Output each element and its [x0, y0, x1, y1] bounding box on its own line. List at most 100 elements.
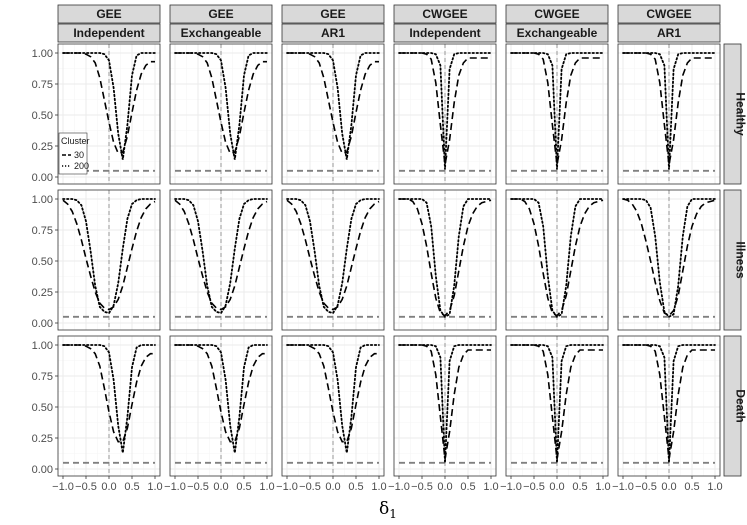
x-tick-label: 1.0: [147, 481, 162, 493]
legend-label: 200: [74, 161, 89, 171]
panel-border: [169, 189, 273, 331]
x-axis: −1.0 −0.5 0.0 0.5 1.0 −1.0 −0.5 0.0 0.5 1.0 −1.0 −0…: [52, 476, 723, 493]
y-tick-label: 0.25: [32, 433, 53, 445]
panel: [281, 43, 385, 185]
series-line-200: [174, 52, 268, 160]
panel-border: [281, 189, 385, 331]
method-label: CWGEE: [534, 7, 579, 21]
panel-border: [281, 43, 385, 185]
y-tick-label: 0.00: [32, 318, 53, 330]
panel-border: [617, 189, 721, 331]
series-line-200: [62, 344, 156, 454]
y-tick-label: 0.50: [32, 256, 53, 268]
structure-label: AR1: [657, 26, 681, 40]
method-strip: [169, 4, 273, 24]
method-label: GEE: [208, 7, 233, 21]
panel: [169, 189, 273, 331]
panel-border: [505, 189, 609, 331]
panel-border: [393, 43, 497, 185]
panel: [393, 43, 497, 185]
row-label: Illness: [734, 241, 747, 279]
y-tick-label: 0.25: [32, 141, 53, 153]
panel-border: [393, 189, 497, 331]
x-tick-label: −1.0: [164, 481, 186, 493]
row-label: Death: [734, 389, 747, 422]
x-tick-label: 0.0: [549, 481, 564, 493]
panel: [505, 335, 609, 477]
x-tick-label: 0.5: [124, 481, 139, 493]
structure-strip: [505, 23, 609, 43]
x-tick-label: 0.0: [661, 481, 676, 493]
series-line-30: [174, 199, 268, 311]
y-tick-label: 0.50: [32, 110, 53, 122]
structure-strip: [57, 23, 161, 43]
panel-border: [57, 189, 161, 331]
panel: [169, 335, 273, 477]
row-strip: [723, 189, 742, 331]
panel: [169, 43, 273, 185]
method-strip: [505, 4, 609, 24]
x-tick-label: −0.5: [75, 481, 97, 493]
series-line-200: [622, 52, 716, 170]
series-line-200: [174, 344, 268, 454]
panel-border: [505, 43, 609, 185]
x-tick-label: −0.5: [299, 481, 321, 493]
y-tick-label: 0.00: [32, 464, 53, 476]
panel: [617, 335, 721, 477]
x-tick-label: 0.5: [684, 481, 699, 493]
method-label: CWGEE: [422, 7, 467, 21]
structure-label: Exchangeable: [517, 26, 598, 40]
panel: [505, 189, 609, 331]
series-line-200: [622, 198, 716, 318]
structure-strip: [617, 23, 721, 43]
x-tick-label: −0.5: [411, 481, 433, 493]
x-tick-label: −1.0: [612, 481, 634, 493]
column-strips: GEE Independent GEE Exchangeable GEE AR1 CWGEE…: [57, 4, 721, 43]
panel: [281, 189, 385, 331]
row-strips: Healthy Illness Death: [723, 43, 747, 477]
series-line-200: [62, 198, 156, 315]
series-line-200: [398, 52, 492, 170]
x-tick-label: −1.0: [500, 481, 522, 493]
x-tick-label: −0.5: [187, 481, 209, 493]
panel: [57, 335, 161, 477]
series-line-30: [622, 198, 716, 317]
panel-border: [169, 43, 273, 185]
panel: [617, 189, 721, 331]
structure-strip: [393, 23, 497, 43]
structure-label: Independent: [73, 26, 144, 40]
row-strip: [723, 335, 742, 477]
series-line-200: [286, 52, 380, 160]
y-tick-label: 0.50: [32, 402, 53, 414]
method-label: CWGEE: [646, 7, 691, 21]
x-tick-label: −1.0: [388, 481, 410, 493]
panels: [57, 43, 721, 477]
panel-border: [617, 43, 721, 185]
y-tick-label: 0.75: [32, 225, 53, 237]
x-tick-label: 0.5: [572, 481, 587, 493]
y-tick-label: 0.75: [32, 371, 53, 383]
structure-label: Exchangeable: [181, 26, 262, 40]
legend-label: 30: [74, 150, 84, 160]
y-tick-label: 0.75: [32, 79, 53, 91]
y-tick-label: 0.00: [32, 172, 53, 184]
row-strip: [723, 43, 742, 185]
method-label: GEE: [320, 7, 345, 21]
x-tick-label: −1.0: [276, 481, 298, 493]
x-tick-label: 1.0: [371, 481, 386, 493]
series-line-30: [62, 199, 156, 311]
panel: [393, 189, 497, 331]
series-line-200: [510, 52, 604, 170]
x-tick-label: 0.5: [460, 481, 475, 493]
x-tick-label: 1.0: [595, 481, 610, 493]
x-tick-label: 1.0: [259, 481, 274, 493]
panel: [393, 335, 497, 477]
row-label: Healthy: [734, 92, 747, 136]
y-tick-label: 1.00: [32, 340, 53, 352]
x-axis-title: δ1: [379, 499, 397, 521]
x-tick-label: −1.0: [52, 481, 74, 493]
panel: [617, 43, 721, 185]
x-tick-label: 0.0: [437, 481, 452, 493]
